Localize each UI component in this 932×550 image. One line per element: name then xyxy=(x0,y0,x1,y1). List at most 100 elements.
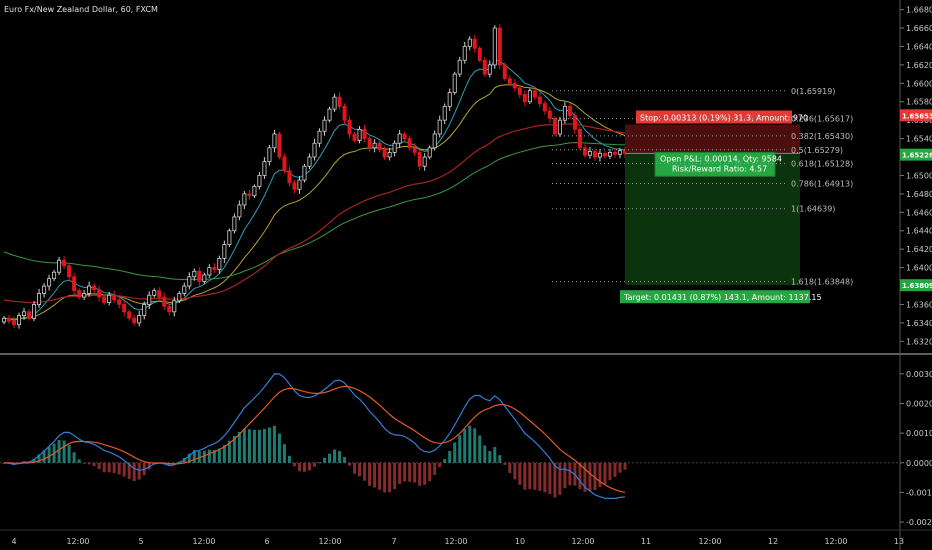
candle-body xyxy=(337,96,342,107)
candle-body xyxy=(22,311,27,316)
macd-tick-label: -0.0020 xyxy=(906,518,932,527)
macd-histogram-bar xyxy=(127,462,131,480)
macd-histogram-bar xyxy=(333,449,337,463)
macd-histogram-bar xyxy=(353,462,357,474)
macd-histogram-bar xyxy=(613,462,617,477)
macd-histogram-bar xyxy=(588,462,592,491)
price-tick-label: 1.63400 xyxy=(906,319,932,328)
candle-body xyxy=(437,119,442,135)
fib-level-label: 0.236(1.65617) xyxy=(791,115,853,124)
macd-histogram-bar xyxy=(313,462,316,467)
macd-tick-label: 0.0020 xyxy=(906,400,932,409)
chart-title: Euro Fx/New Zealand Dollar, 60, FXCM xyxy=(4,5,158,14)
price-tick-label: 1.66400 xyxy=(906,42,932,51)
candle-body xyxy=(67,265,72,278)
macd-pane xyxy=(0,373,900,500)
macd-histogram-bar xyxy=(187,453,191,463)
macd-histogram-bar xyxy=(242,428,246,463)
candle-body xyxy=(287,170,292,184)
time-tick-label: 12:00 xyxy=(66,537,89,546)
candle-body xyxy=(277,133,282,158)
fib-retracement[interactable]: 0(1.65919) 0.236(1.65617) 0.382(1.65430) 0.… xyxy=(552,87,853,287)
macd-histogram-bar xyxy=(277,433,281,463)
macd-histogram-bar xyxy=(553,462,557,498)
candle-body xyxy=(282,156,287,172)
candle-body xyxy=(57,259,62,273)
macd-histogram-bar xyxy=(408,462,412,482)
macd-histogram-bar xyxy=(523,462,527,490)
candle-body xyxy=(222,244,227,259)
candle-body xyxy=(487,64,492,75)
macd-histogram-bar xyxy=(583,462,587,492)
candle-body xyxy=(462,46,467,61)
candle-body xyxy=(97,289,102,298)
macd-histogram-bar xyxy=(543,462,547,493)
candle-body xyxy=(292,182,297,190)
macd-histogram-bar xyxy=(558,462,562,495)
candle-body xyxy=(252,186,257,197)
macd-histogram-bar xyxy=(528,462,532,490)
macd-histogram-bar xyxy=(217,448,221,463)
candle-body xyxy=(227,230,232,245)
candle-body xyxy=(87,285,92,294)
macd-signal-line xyxy=(3,385,626,493)
ma-fast-line xyxy=(3,59,626,321)
macd-histogram-bar xyxy=(287,455,291,463)
candle-body xyxy=(452,73,457,93)
pnl-box xyxy=(654,151,776,177)
macd-histogram-bar xyxy=(518,462,522,485)
macd-histogram-bar xyxy=(42,450,46,463)
candle-body xyxy=(147,294,152,305)
price-tag-label: 1.65226 xyxy=(902,152,932,160)
time-tick-label: 7 xyxy=(391,537,396,546)
ma-slow-green-line xyxy=(3,142,626,281)
time-tick-label: 5 xyxy=(138,537,143,546)
candle-body xyxy=(527,90,532,103)
price-tick-label: 1.66600 xyxy=(906,24,932,33)
macd-histogram-bar xyxy=(282,444,286,463)
candle-body xyxy=(502,64,507,80)
macd-histogram-bar xyxy=(478,435,482,463)
candle-body xyxy=(232,216,237,232)
macd-histogram-bar xyxy=(102,462,106,473)
macd-histogram-bar xyxy=(443,459,447,463)
candle-body xyxy=(342,105,347,121)
price-tick-label: 1.64600 xyxy=(906,208,932,217)
macd-histogram-bar xyxy=(463,429,467,463)
macd-histogram-bar xyxy=(117,462,121,475)
macd-histogram-bar xyxy=(292,462,296,467)
stop-label-box xyxy=(636,110,792,124)
macd-histogram-bar xyxy=(72,452,76,463)
candle-body xyxy=(577,128,582,149)
candle-body xyxy=(192,270,197,278)
macd-histogram-bar xyxy=(222,445,226,463)
candle-body xyxy=(417,152,422,167)
candle-body xyxy=(52,271,57,280)
macd-histogram-bar xyxy=(318,462,322,464)
time-tick-label: 12:00 xyxy=(824,537,847,546)
macd-histogram-bar xyxy=(348,462,352,466)
price-tick-label: 1.64400 xyxy=(906,227,932,236)
candle-body xyxy=(107,294,112,304)
time-tick-label: 12:00 xyxy=(318,537,341,546)
candle-body xyxy=(247,193,252,197)
candle-body xyxy=(167,305,172,313)
macd-histogram-bar xyxy=(508,462,512,473)
macd-histogram-bar xyxy=(563,462,567,489)
price-tag-label: 1.63809 xyxy=(902,282,932,290)
macd-histogram-bar xyxy=(363,462,367,481)
candle-body xyxy=(207,267,212,276)
position-tool[interactable]: Stop: 0.00313 (0.19%) 31.3, Amount: 970 O… xyxy=(620,110,822,304)
candle-body xyxy=(182,285,187,294)
candle-body xyxy=(557,119,562,135)
macd-histogram-bar xyxy=(453,442,457,463)
macd-histogram-bar xyxy=(398,462,402,485)
price-tag-box xyxy=(900,148,932,161)
candle-body xyxy=(397,133,402,144)
macd-histogram-bar xyxy=(87,462,91,465)
candle-body xyxy=(422,156,427,167)
candle-body xyxy=(472,38,477,49)
candle-body xyxy=(447,92,452,107)
macd-histogram-bar xyxy=(297,462,301,472)
